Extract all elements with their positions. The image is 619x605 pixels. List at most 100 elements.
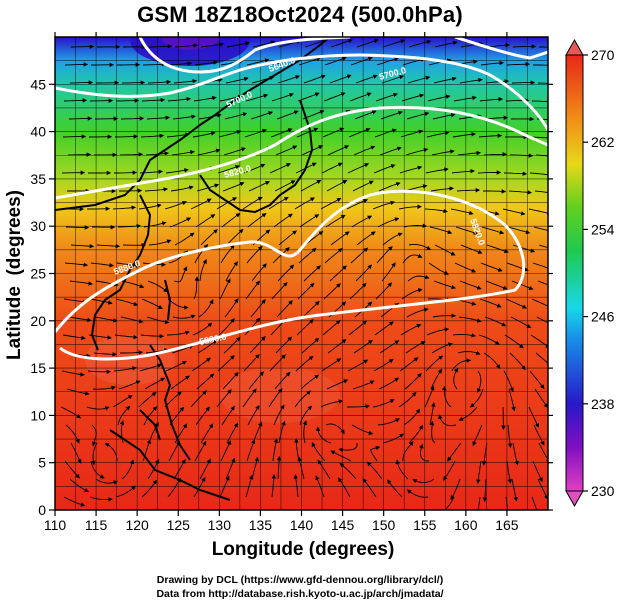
streamline [301, 337, 320, 354]
streamline [222, 182, 245, 192]
streamline [353, 145, 376, 156]
streamline [121, 280, 145, 289]
streamline [431, 149, 455, 156]
streamline [404, 373, 422, 390]
streamline [268, 196, 289, 210]
streamline [453, 367, 459, 390]
streamline [302, 420, 307, 444]
streamline [347, 163, 370, 174]
streamline [226, 422, 238, 444]
streamline [382, 232, 403, 246]
streamline [115, 298, 139, 307]
streamline [192, 131, 216, 138]
streamline [119, 152, 144, 157]
streamline [86, 406, 110, 411]
streamline [505, 496, 508, 510]
streamline [245, 93, 269, 102]
streamline [167, 96, 192, 102]
streamline [337, 477, 351, 498]
streamline [503, 171, 528, 176]
streamline [453, 95, 477, 102]
streamline [376, 246, 393, 264]
streamline [299, 405, 313, 426]
x-tick-label: 110 [44, 517, 67, 533]
streamline [251, 263, 267, 282]
streamline [509, 352, 526, 371]
streamline [407, 274, 430, 282]
streamline [138, 203, 162, 210]
streamline [346, 199, 369, 210]
streamline [486, 244, 509, 254]
streamline [450, 478, 461, 501]
streamline [300, 180, 322, 192]
streamline [479, 96, 504, 102]
streamline [62, 334, 86, 341]
y-tick-label: 5 [38, 455, 46, 471]
streamline [64, 460, 81, 479]
streamline [377, 418, 400, 426]
streamline [64, 62, 89, 67]
streamline [339, 462, 357, 480]
x-axis-title: Longitude (degrees) [212, 539, 395, 560]
streamline [478, 334, 500, 345]
streamline [503, 370, 514, 393]
streamline [325, 423, 345, 435]
streamline [322, 127, 345, 138]
streamline [249, 336, 266, 354]
streamline [450, 208, 474, 216]
streamline [408, 39, 432, 48]
streamline [272, 438, 279, 462]
streamline [193, 95, 217, 102]
streamline [401, 93, 425, 102]
streamline [432, 112, 456, 120]
streamline [195, 214, 216, 228]
streamline [218, 129, 242, 138]
streamline [142, 439, 151, 462]
streamline [430, 186, 454, 192]
x-axis: 110 115 120 125 130 135 140 145 150 155 160 165 [44, 32, 519, 533]
streamline [424, 208, 448, 214]
streamline [327, 145, 350, 156]
streamline [277, 75, 301, 84]
streamline [504, 334, 524, 349]
streamline [330, 450, 352, 462]
streamline [419, 443, 430, 462]
y-tick-label: 30 [30, 218, 46, 234]
streamline [511, 280, 534, 290]
streamline [194, 440, 207, 462]
streamline [458, 316, 482, 323]
streamline [321, 358, 342, 372]
streamline [146, 115, 171, 121]
streamline [512, 244, 536, 253]
streamline [534, 388, 548, 409]
streamline [317, 459, 331, 480]
streamline [141, 97, 166, 103]
streamline [405, 340, 426, 354]
streamline [269, 163, 291, 174]
streamline [273, 404, 285, 426]
streamline [69, 280, 93, 286]
streamline [89, 298, 113, 305]
streamline [532, 262, 548, 269]
streamline [326, 180, 348, 192]
streamline [508, 388, 516, 412]
streamline [246, 439, 256, 462]
streamline [486, 42, 511, 48]
streamline [351, 215, 373, 228]
streamline [355, 74, 378, 84]
streamline [533, 424, 545, 446]
streamline [535, 352, 548, 364]
streamline [89, 496, 113, 502]
streamline [197, 339, 217, 354]
colorbar-tick-label: 246 [591, 309, 615, 325]
streamline [532, 460, 543, 483]
streamline [406, 489, 429, 498]
streamline [382, 39, 406, 48]
streamline [246, 245, 263, 264]
y-tick-label: 25 [30, 266, 46, 282]
streamline [480, 262, 503, 272]
streamline [456, 187, 481, 193]
streamline [428, 262, 449, 275]
streamline [430, 368, 443, 390]
streamline [381, 262, 396, 282]
